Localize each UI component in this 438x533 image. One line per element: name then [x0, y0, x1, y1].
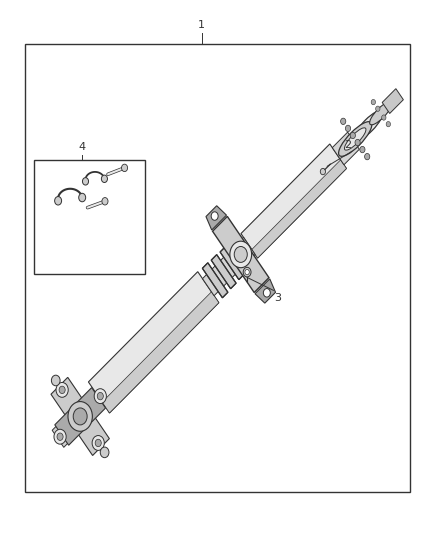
Ellipse shape [355, 111, 383, 140]
Polygon shape [102, 292, 219, 413]
Circle shape [92, 435, 104, 450]
Circle shape [350, 132, 355, 139]
Circle shape [243, 268, 251, 277]
Circle shape [211, 212, 218, 220]
Circle shape [51, 375, 60, 386]
Circle shape [59, 386, 65, 393]
Polygon shape [241, 144, 346, 258]
Polygon shape [211, 255, 236, 289]
Polygon shape [332, 132, 359, 165]
Circle shape [245, 270, 249, 275]
Polygon shape [51, 377, 110, 456]
Circle shape [100, 447, 109, 458]
Circle shape [355, 139, 360, 146]
Polygon shape [55, 387, 106, 445]
Text: 4: 4 [78, 142, 85, 152]
Circle shape [95, 439, 101, 447]
Text: 1: 1 [198, 20, 205, 30]
Circle shape [102, 198, 108, 205]
Polygon shape [52, 416, 78, 447]
Polygon shape [255, 279, 276, 303]
Circle shape [55, 197, 62, 205]
Circle shape [371, 100, 375, 105]
Circle shape [234, 246, 247, 262]
Circle shape [360, 147, 365, 153]
Circle shape [57, 433, 63, 440]
Circle shape [56, 383, 68, 397]
Circle shape [68, 401, 92, 431]
Circle shape [101, 175, 107, 182]
Polygon shape [202, 263, 228, 298]
Text: 3: 3 [274, 293, 281, 303]
Polygon shape [252, 160, 346, 258]
Bar [34, 160, 145, 274]
Text: 2: 2 [344, 140, 351, 150]
Circle shape [381, 115, 386, 120]
Circle shape [82, 177, 88, 185]
Bar [25, 44, 410, 492]
Polygon shape [382, 88, 403, 114]
Circle shape [97, 392, 103, 400]
Polygon shape [88, 272, 219, 413]
Circle shape [121, 164, 127, 172]
Circle shape [263, 288, 270, 297]
Circle shape [376, 106, 380, 111]
Polygon shape [206, 206, 226, 230]
Circle shape [386, 122, 391, 127]
Polygon shape [202, 237, 255, 296]
Polygon shape [220, 246, 244, 280]
Circle shape [364, 154, 370, 160]
Ellipse shape [370, 101, 392, 125]
Ellipse shape [339, 122, 372, 156]
Ellipse shape [344, 128, 366, 150]
Circle shape [73, 408, 87, 425]
Polygon shape [212, 216, 269, 293]
Circle shape [230, 241, 251, 268]
Circle shape [346, 125, 351, 132]
Circle shape [79, 193, 86, 202]
Polygon shape [229, 238, 253, 271]
Circle shape [54, 429, 66, 444]
Circle shape [94, 389, 106, 403]
Circle shape [320, 168, 325, 175]
Circle shape [341, 118, 346, 125]
